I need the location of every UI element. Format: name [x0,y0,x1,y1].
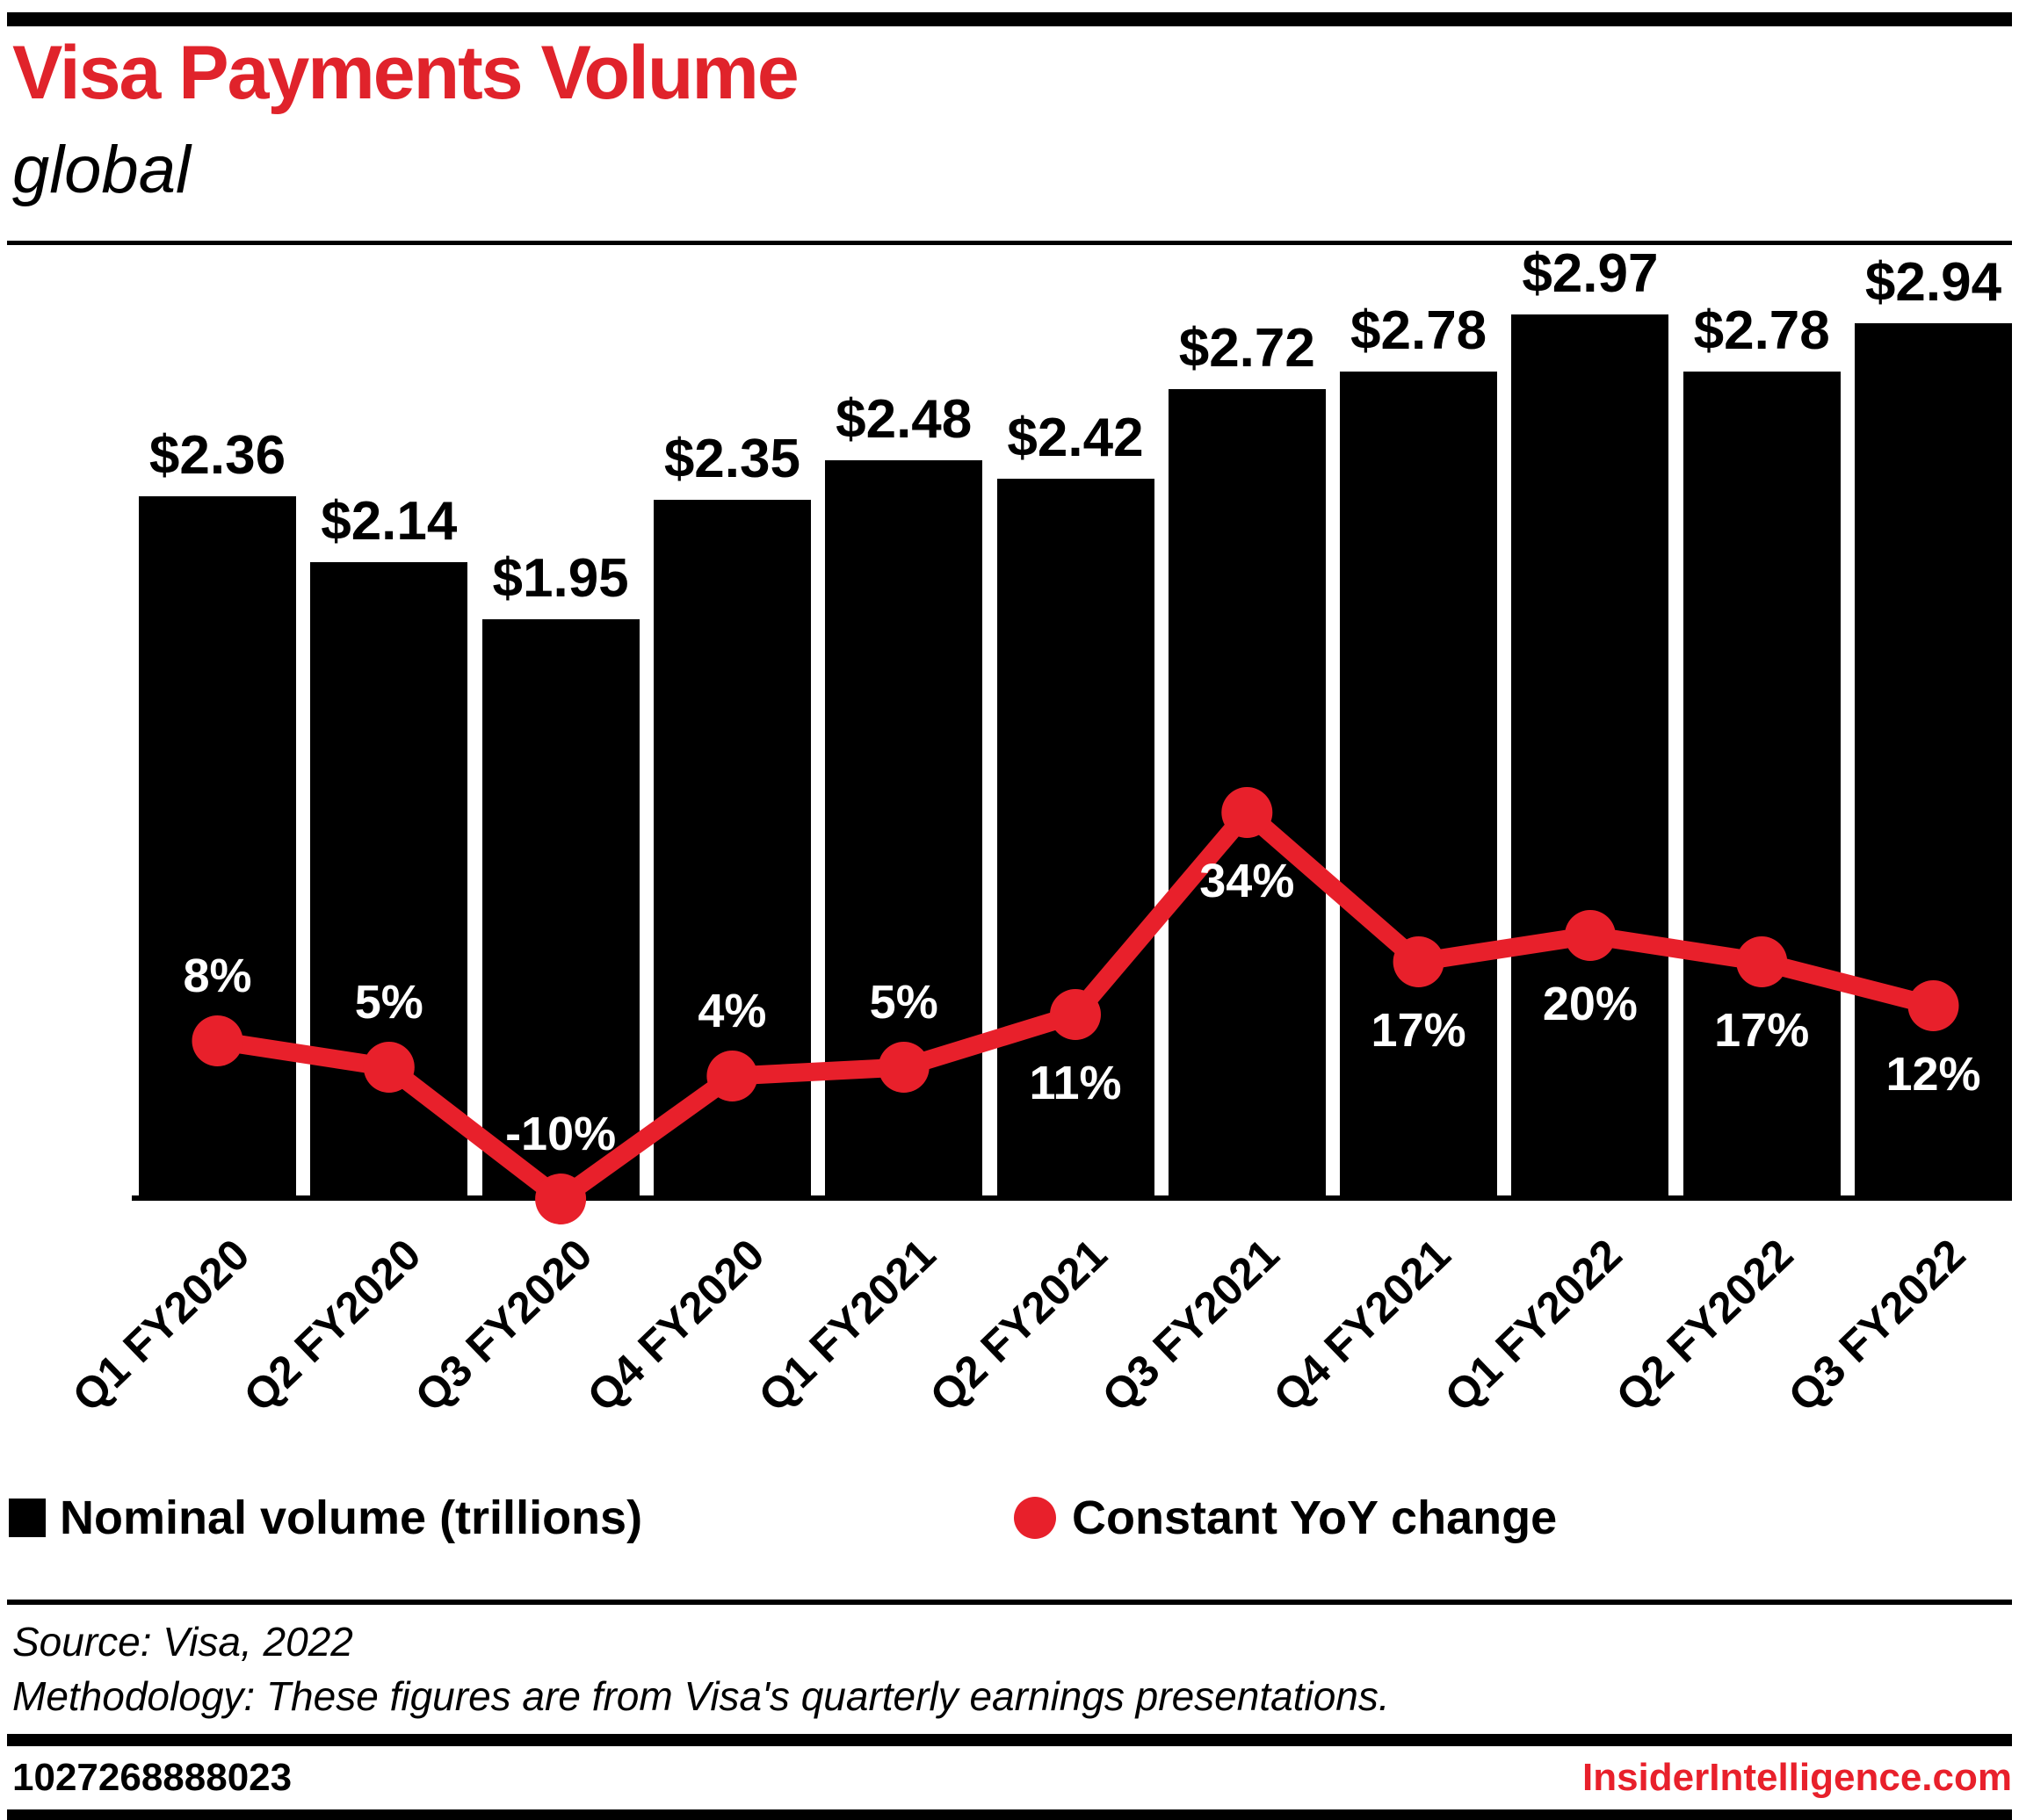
chart-id: 1027268888023 [12,1756,293,1799]
legend: Nominal volume (trillions) Constant YoY … [9,1493,2012,1542]
yoy-value-label: 20% [1542,978,1638,1030]
x-tick-label: Q4 FY2020 [577,1229,774,1421]
bar-value-label: $2.42 [1007,407,1144,468]
legend-item-bars: Nominal volume (trillions) [9,1493,642,1542]
legend-label-line: Constant YoY change [1072,1491,1558,1544]
x-tick-label: Q2 FY2021 [920,1229,1117,1421]
bar-value-label: $2.36 [148,425,286,487]
x-tick-label: Q1 FY2020 [62,1229,259,1421]
bottom-bar [7,1809,2012,1820]
legend-label-bars: Nominal volume (trillions) [60,1491,643,1544]
bar [139,496,296,1201]
title-divider [7,241,2012,245]
bar [1340,371,1498,1201]
footer-band [7,1734,2012,1746]
x-tick-label: Q4 FY2021 [1263,1229,1460,1421]
yoy-value-label: -10% [505,1108,617,1160]
yoy-value-label: 5% [354,976,423,1029]
line-swatch-icon [1014,1497,1056,1539]
yoy-value-label: 11% [1029,1057,1122,1109]
site-link: InsiderIntelligence.com [1581,1756,2012,1799]
footer-divider [7,1600,2012,1605]
top-bar [7,12,2012,26]
bar-value-label: $2.78 [1693,300,1830,361]
x-tick-label: Q3 FY2022 [1778,1229,1975,1421]
yoy-value-label: 17% [1714,1004,1810,1057]
x-tick-label: Q1 FY2021 [749,1229,945,1421]
x-tick-label: Q2 FY2020 [234,1229,431,1421]
yoy-value-label: 4% [698,985,767,1037]
source-note: Source: Visa, 2022 [12,1619,353,1665]
methodology-note: Methodology: These figures are from Visa… [12,1673,1390,1719]
bar-value-label: $2.78 [1350,300,1487,361]
bar-value-label: $2.94 [1864,252,2002,314]
page-subtitle: global [12,133,191,207]
yoy-value-label: 5% [869,976,938,1029]
bar [1511,314,1669,1201]
bar-value-label: $2.48 [836,389,973,451]
bar-value-label: $2.14 [321,490,458,552]
bar [1168,388,1326,1201]
bar [1682,371,1841,1201]
bar-value-label: $2.97 [1522,243,1659,304]
bar [653,499,811,1201]
page-title: Visa Payments Volume [12,31,800,115]
bar-value-label: $2.35 [663,428,800,489]
bar [825,460,983,1201]
bar [310,561,468,1201]
x-tick-label: Q3 FY2020 [406,1229,602,1421]
x-tick-label: Q3 FY2021 [1092,1229,1289,1421]
x-tick-label: Q2 FY2022 [1607,1229,1804,1421]
bar-swatch-icon [9,1499,46,1537]
yoy-value-label: 17% [1371,1004,1466,1057]
yoy-value-label: 34% [1199,855,1295,907]
bar-value-label: $1.95 [492,547,629,609]
bar-value-label: $2.72 [1178,317,1315,379]
legend-item-line: Constant YoY change [1014,1493,1557,1542]
x-tick-label: Q1 FY2022 [1435,1229,1632,1421]
yoy-value-label: 8% [183,950,252,1002]
yoy-value-label: 12% [1885,1048,1981,1101]
